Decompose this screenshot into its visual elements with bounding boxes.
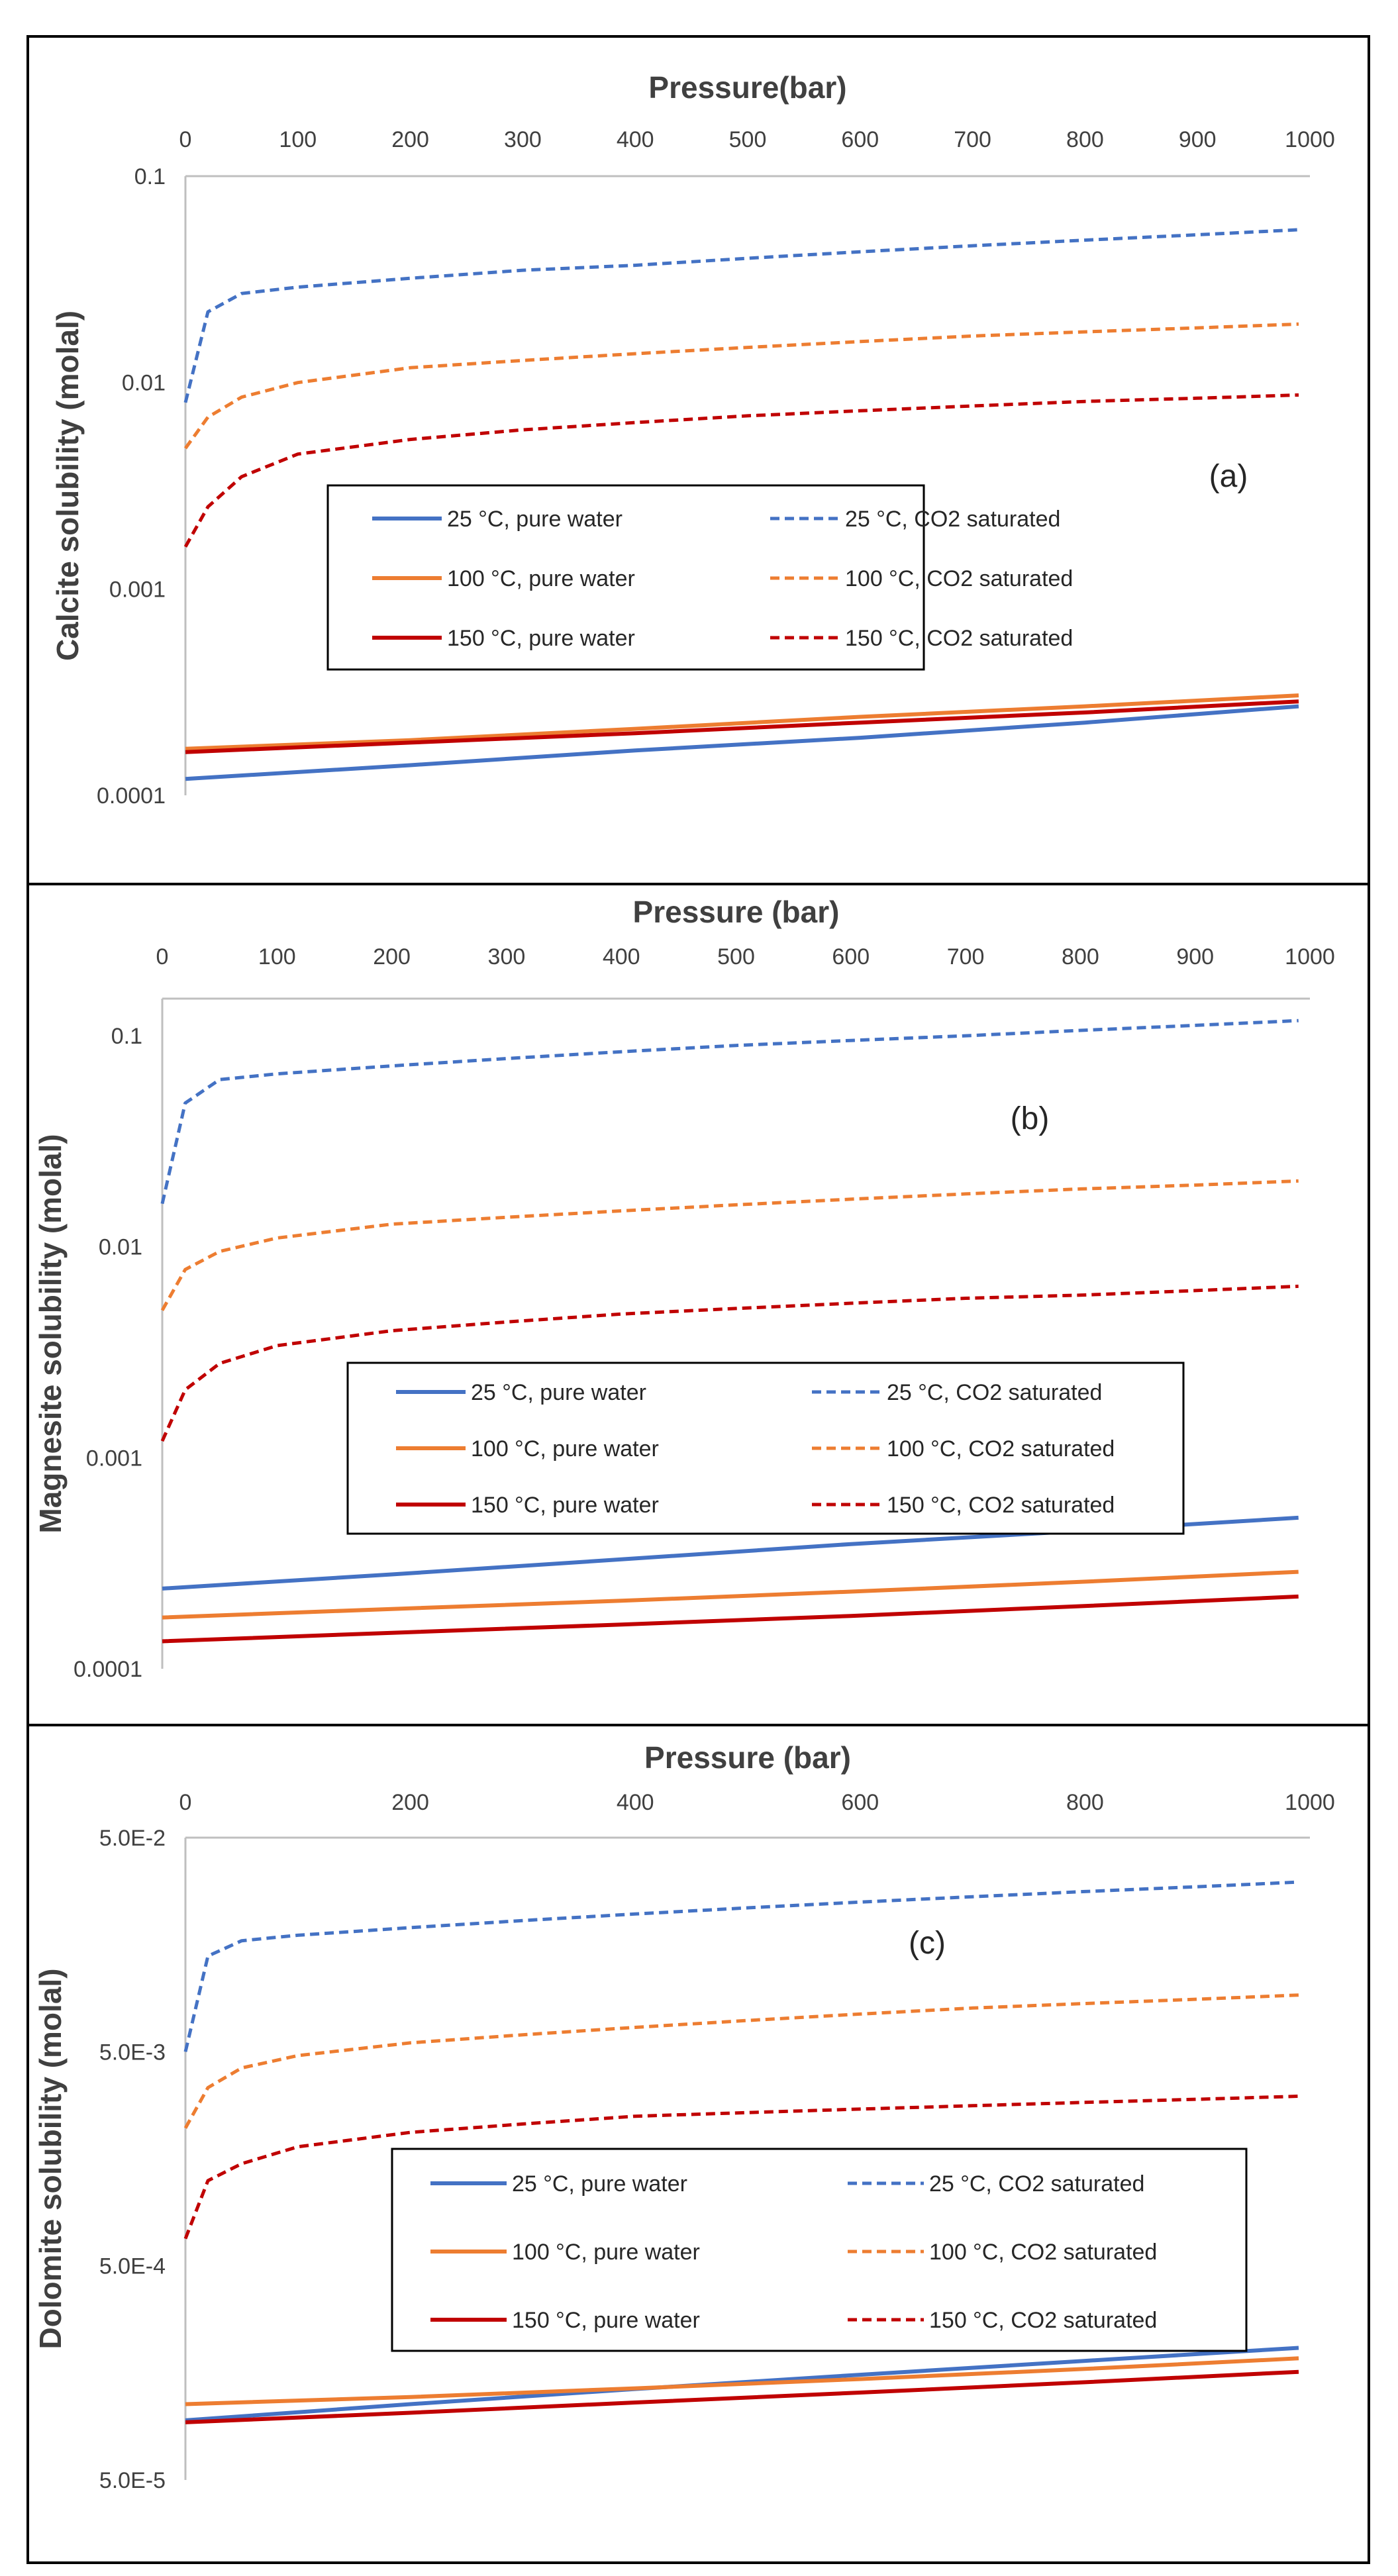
legend-label-1: 25 °C, pure water	[471, 1380, 646, 1405]
y-tick-label: 0.01	[122, 371, 166, 396]
series-line-3	[162, 1569, 1299, 1620]
x-axis-title: Pressure(bar)	[648, 70, 846, 105]
x-tick-label: 800	[1066, 127, 1104, 152]
x-tick-label: 700	[954, 127, 991, 152]
series-line-4	[160, 1179, 1299, 1311]
x-tick-label: 700	[947, 944, 985, 969]
x-tick-label: 400	[603, 944, 640, 969]
series-line-2	[183, 228, 1299, 403]
y-tick-label: 0.1	[111, 1024, 142, 1049]
series-line-4	[183, 1993, 1299, 2129]
chart-panel-1: Pressure(bar) 0 100 200 300 400 500 600 700 800 90…	[50, 70, 1335, 809]
panel-frame-c	[26, 1724, 1370, 2564]
x-tick-label: 1000	[1285, 944, 1335, 969]
x-tick-label: 300	[504, 127, 542, 152]
series-line-3	[185, 693, 1299, 751]
series-line-6	[183, 393, 1299, 548]
legend-label-4: 100 °C, CO2 saturated	[887, 1436, 1115, 1461]
series-line-5	[185, 2369, 1299, 2424]
x-tick-label: 400	[617, 127, 654, 152]
x-tick-label: 200	[391, 1790, 429, 1815]
series-line-4	[183, 322, 1299, 450]
legend-label-5: 150 °C, pure water	[512, 2308, 700, 2333]
legend-label-1: 25 °C, pure water	[512, 2171, 687, 2197]
legend-box	[346, 1362, 1185, 1535]
legend-label-3: 100 °C, pure water	[512, 2240, 700, 2265]
legend-label-2: 25 °C, CO2 saturated	[929, 2171, 1144, 2197]
legend-label-3: 100 °C, pure water	[447, 566, 635, 591]
legend-label-2: 25 °C, CO2 saturated	[845, 507, 1060, 532]
x-axis-title: Pressure (bar)	[633, 895, 840, 929]
legend-box	[391, 2148, 1248, 2352]
legend-label-6: 150 °C, CO2 saturated	[929, 2308, 1157, 2333]
x-tick-label: 1000	[1285, 1790, 1335, 1815]
series-line-2	[183, 1880, 1299, 2052]
series-line-2	[160, 1018, 1299, 1205]
panel-letter: (c)	[909, 1926, 946, 1961]
x-tick-label: 500	[717, 944, 755, 969]
series-line-1	[185, 704, 1299, 781]
x-tick-label: 300	[488, 944, 526, 969]
series-line-5	[185, 699, 1299, 754]
y-tick-label: 0.001	[86, 1446, 142, 1471]
x-tick-label: 0	[179, 1790, 192, 1815]
series-line-3	[185, 2356, 1299, 2406]
y-axis-title: Magnesite solubility (molal)	[33, 1134, 68, 1533]
y-tick-label: 0.0001	[74, 1657, 142, 1682]
y-axis-title: Dolomite solubility (molal)	[33, 1968, 68, 2349]
x-tick-label: 200	[373, 944, 411, 969]
y-axis-title: Calcite solubility (molal)	[50, 311, 85, 661]
series-line-5	[162, 1594, 1299, 1644]
x-tick-label: 500	[729, 127, 767, 152]
x-axis-title: Pressure (bar)	[644, 1740, 851, 1775]
legend-label-5: 150 °C, pure water	[447, 626, 635, 651]
y-tick-label: 0.1	[134, 164, 166, 189]
panel-letter: (b)	[1011, 1101, 1050, 1136]
x-tick-label: 600	[841, 127, 879, 152]
x-tick-label: 800	[1066, 1790, 1104, 1815]
chart-panels: Pressure(bar) 0 100 200 300 400 500 600 700 800 90…	[33, 70, 1335, 2493]
y-tick-label: 0.0001	[97, 783, 166, 809]
y-tick-label: 5.0E-2	[99, 1826, 166, 1851]
x-tick-label: 100	[279, 127, 317, 152]
panel-frame-a	[26, 35, 1370, 885]
x-tick-label: 800	[1062, 944, 1099, 969]
x-tick-label: 400	[617, 1790, 654, 1815]
legend-label-3: 100 °C, pure water	[471, 1436, 659, 1461]
x-tick-label: 600	[832, 944, 870, 969]
legend-label-6: 150 °C, CO2 saturated	[887, 1493, 1115, 1518]
x-tick-label: 900	[1179, 127, 1217, 152]
x-tick-label: 100	[258, 944, 296, 969]
panel-letter: (a)	[1209, 459, 1248, 494]
x-tick-label: 200	[391, 127, 429, 152]
y-tick-label: 5.0E-4	[99, 2254, 166, 2279]
legend-label-1: 25 °C, pure water	[447, 507, 623, 532]
chart-panel-3: Pressure (bar) 0 200 400 600 800 1000 5.0E-5 5.0…	[33, 1740, 1335, 2493]
y-tick-label: 0.01	[99, 1235, 142, 1260]
y-tick-label: 5.0E-3	[99, 2040, 166, 2065]
x-tick-label: 600	[841, 1790, 879, 1815]
legend-label-4: 100 °C, CO2 saturated	[845, 566, 1073, 591]
legend-label-6: 150 °C, CO2 saturated	[845, 626, 1073, 651]
series-line-6	[160, 1284, 1299, 1442]
x-tick-label: 0	[156, 944, 169, 969]
legend-label-2: 25 °C, CO2 saturated	[887, 1380, 1102, 1405]
x-tick-label: 900	[1176, 944, 1214, 969]
y-tick-label: 5.0E-5	[99, 2468, 166, 2493]
y-tick-label: 0.001	[109, 577, 166, 602]
legend-label-5: 150 °C, pure water	[471, 1493, 659, 1518]
chart-panel-2: Pressure (bar) 0 100 200 300 400 500 600 700 800 9…	[33, 895, 1335, 1682]
x-tick-label: 1000	[1285, 127, 1335, 152]
x-tick-label: 0	[179, 127, 192, 152]
legend-label-4: 100 °C, CO2 saturated	[929, 2240, 1157, 2265]
series-line-6	[183, 2095, 1299, 2240]
